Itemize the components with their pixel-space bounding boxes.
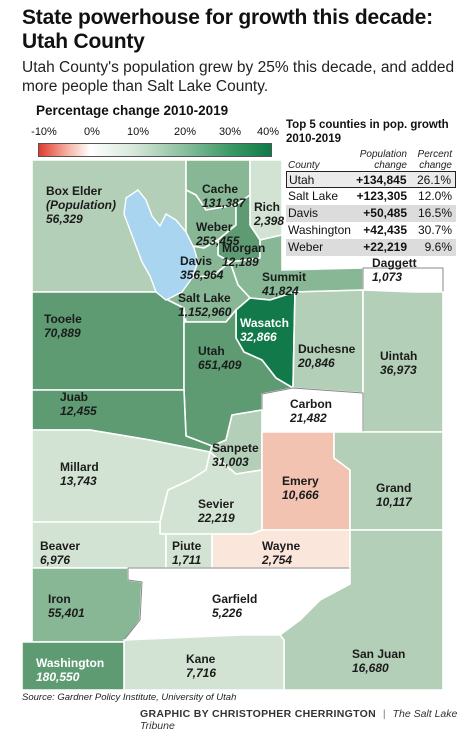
credit-separator: |	[382, 708, 386, 720]
row-pct: 30.7%	[417, 223, 452, 237]
row-change: +22,219	[363, 240, 407, 254]
county-label-carbon: Carbon 21,482	[290, 397, 332, 425]
table-title: Top 5 counties in pop. growth	[286, 119, 449, 131]
publication-name: The Salt Lake Tribune	[140, 708, 458, 732]
row-county: Salt Lake	[288, 189, 339, 203]
county-label-wasatch: Wasatch 32,866	[240, 316, 289, 344]
county-label-weber: Weber 253,455	[196, 220, 240, 248]
county-label-utah: Utah 651,409	[198, 344, 242, 372]
county-label-salt-lake: Salt Lake 1,152,960	[178, 291, 232, 319]
table-row: Salt Lake +123,305 12.0%	[286, 188, 456, 205]
county-label-daggett: Daggett 1,073	[372, 256, 417, 284]
county-label-box-elder: Box Elder (Population) 56,329	[46, 184, 116, 226]
legend-tick: 20%	[173, 126, 197, 138]
source-note: Source: Gardner Policy Institute, Univer…	[22, 692, 237, 703]
county-label-garfield: Garfield 5,226	[212, 592, 258, 620]
row-pct: 16.5%	[417, 206, 452, 220]
county-label-juab: Juab 12,455	[60, 390, 97, 418]
page-title: State powerhouse for growth this decade:…	[22, 6, 433, 53]
row-county: Weber	[288, 240, 324, 254]
county-label-grand: Grand 10,117	[376, 481, 412, 509]
top-five-table: Top 5 counties in pop. growth 2010-2019 …	[286, 118, 456, 256]
credit-line: GRAPHIC BY CHRISTOPHER CHERRINGTON | The…	[140, 708, 474, 732]
credit-text: GRAPHIC BY CHRISTOPHER CHERRINGTON	[140, 708, 376, 720]
county-label-morgan: Morgan 12,189	[222, 241, 266, 269]
legend-tick: 10%	[126, 126, 150, 138]
county-label-emery: Emery 10,666	[282, 474, 319, 502]
row-county: Davis	[288, 206, 319, 220]
county-tooele	[31, 291, 185, 391]
row-county: Washington	[288, 223, 351, 237]
county-label-washington: Washington 180,550	[36, 656, 105, 684]
row-change: +123,305	[356, 189, 407, 203]
table-row: Utah +134,845 26.1%	[286, 171, 456, 188]
county-label-sanpete: Sanpete 31,003	[212, 441, 259, 469]
page-subtitle: Utah County's population grew by 25% thi…	[22, 59, 455, 95]
county-label-kane: Kane 7,716	[186, 652, 217, 680]
great-salt-lake	[123, 189, 199, 301]
col-pct-header: Percent change	[417, 149, 452, 171]
county-label-san-juan: San Juan 16,680	[352, 647, 406, 675]
row-change: +42,435	[363, 223, 407, 237]
row-county: Utah	[289, 173, 315, 187]
row-change: +50,485	[363, 206, 407, 220]
county-washington	[21, 641, 125, 691]
county-label-sevier: Sevier 22,219	[198, 497, 235, 525]
legend-tick: 0%	[84, 126, 100, 138]
row-pct: 26.1%	[416, 173, 452, 187]
county-label-davis: Davis 356,964	[180, 254, 224, 282]
county-label-tooele: Tooele 70,889	[44, 312, 82, 340]
county-label-summit: Summit 41,824	[262, 270, 307, 298]
col-county-header: County	[288, 160, 320, 171]
county-label-piute: Piute 1,711	[172, 539, 202, 567]
table-row: Washington +42,435 30.7%	[286, 222, 456, 239]
legend-tick: 40%	[256, 126, 280, 138]
county-label-uintah: Uintah 36,973	[380, 349, 418, 377]
county-label-duchesne: Duchesne 20,846	[298, 342, 356, 370]
county-label-cache: Cache 131,387	[202, 182, 246, 210]
row-pct: 12.0%	[417, 189, 452, 203]
county-label-iron: Iron 55,401	[48, 592, 85, 620]
legend-title: Percentage change 2010-2019	[36, 103, 229, 118]
table-header: County Population change Percent change	[286, 149, 456, 171]
row-change: +134,845	[356, 173, 407, 187]
legend-ticks: -10% 0% 10% 20% 30% 40%	[30, 126, 280, 140]
county-label-rich: Rich 2,398	[254, 200, 285, 228]
legend-tick: -10%	[31, 126, 57, 138]
row-pct: 9.6%	[424, 240, 452, 254]
table-subtitle: 2010-2019	[286, 133, 341, 145]
legend-tick: 30%	[218, 126, 242, 138]
col-change-header: Population change	[359, 149, 407, 171]
legend-color-scale	[38, 143, 272, 157]
county-label-millard: Millard 13,743	[60, 460, 99, 488]
county-label-beaver: Beaver 6,976	[40, 539, 81, 567]
box-elder-note: (Population)	[46, 198, 116, 212]
table-row: Weber +22,219 9.6%	[286, 239, 456, 256]
table-row: Davis +50,485 16.5%	[286, 205, 456, 222]
county-label-wayne: Wayne 2,754	[262, 539, 301, 567]
